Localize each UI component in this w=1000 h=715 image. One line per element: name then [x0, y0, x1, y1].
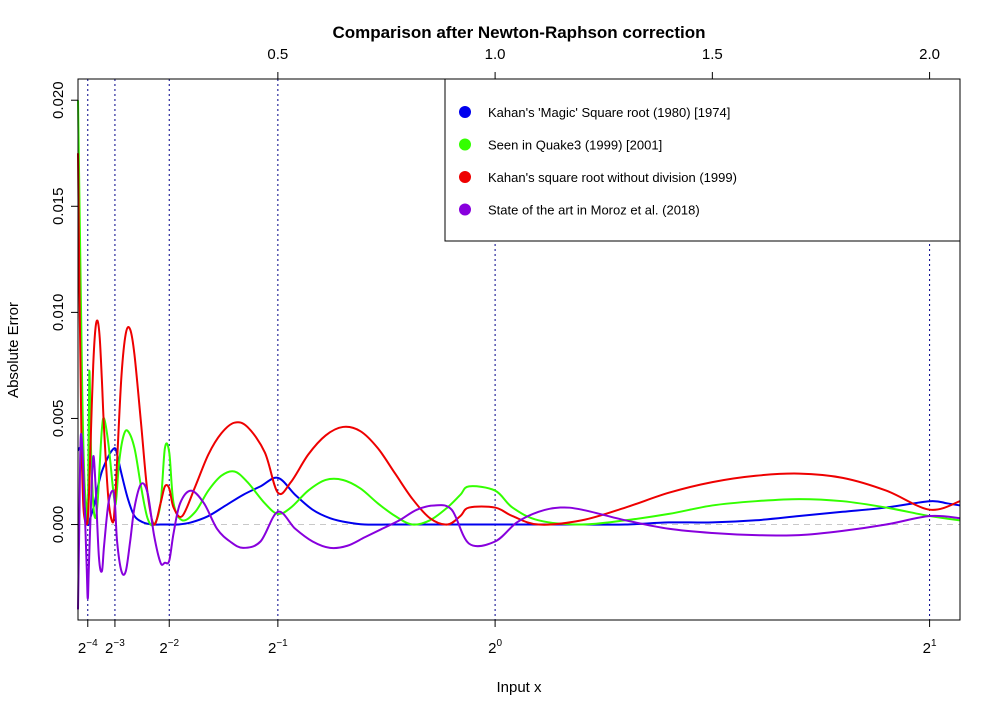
- x-bottom-tick-exp-2: −2: [168, 638, 180, 649]
- legend-label-0: Kahan's 'Magic' Square root (1980) [1974…: [488, 105, 730, 120]
- x-bottom-tick-exp-5: 1: [931, 638, 937, 649]
- x-bottom-tick-exp-0: −4: [86, 638, 98, 649]
- y-tick-label-2: 0.010: [50, 294, 67, 332]
- legend-marker-1: [459, 138, 471, 151]
- legend-box: [444, 78, 961, 242]
- legend-marker-3: [459, 203, 471, 216]
- series-line-1: [77, 100, 961, 527]
- legend-label-2: Kahan's square root without division (19…: [488, 170, 737, 185]
- x-bottom-tick-base-3: 2: [268, 640, 276, 657]
- x-bottom-tick-label-3: 2−1: [268, 638, 288, 657]
- x-axis-label: Input x: [496, 679, 542, 696]
- x-top-tick-label-2: 1.5: [702, 46, 723, 63]
- series-line-3: [77, 432, 961, 610]
- x-top-tick-label-1: 1.0: [485, 46, 506, 63]
- x-bottom-tick-exp-3: −1: [276, 638, 288, 649]
- x-bottom-tick-base-5: 2: [923, 640, 931, 657]
- x-bottom-tick-base-4: 2: [488, 640, 496, 657]
- x-axis-bottom: 2−4 2−3 2−2 2−1 20 21: [78, 620, 937, 657]
- x-bottom-tick-label-2: 2−2: [159, 638, 179, 657]
- x-bottom-tick-label-4: 20: [488, 638, 502, 657]
- y-tick-label-1: 0.005: [50, 400, 67, 438]
- x-bottom-tick-label-1: 2−3: [105, 638, 125, 657]
- x-bottom-tick-exp-1: −3: [113, 638, 125, 649]
- chart-title: Comparison after Newton-Raphson correcti…: [332, 23, 705, 42]
- legend-label-1: Seen in Quake3 (1999) [2001]: [488, 138, 662, 153]
- x-top-tick-label-0: 0.5: [267, 46, 288, 63]
- y-axis-label: Absolute Error: [5, 302, 22, 398]
- y-tick-label-3: 0.015: [50, 188, 67, 226]
- x-bottom-tick-base-1: 2: [105, 640, 113, 657]
- y-tick-label-0: 0.000: [50, 506, 67, 544]
- legend: Kahan's 'Magic' Square root (1980) [1974…: [444, 78, 961, 242]
- x-bottom-tick-label-5: 21: [923, 638, 937, 657]
- x-bottom-tick-label-0: 2−4: [78, 638, 98, 657]
- legend-label-3: State of the art in Moroz et al. (2018): [488, 203, 700, 218]
- x-bottom-tick-exp-4: 0: [496, 638, 502, 649]
- legend-marker-2: [459, 171, 471, 183]
- series-group: [77, 100, 961, 610]
- x-top-tick-label-3: 2.0: [919, 46, 940, 63]
- x-bottom-tick-base-0: 2: [78, 640, 86, 657]
- y-axis: 0.000 0.005 0.010 0.015 0.020: [50, 81, 79, 544]
- legend-marker-0: [459, 106, 471, 118]
- x-bottom-tick-base-2: 2: [159, 640, 167, 657]
- x-axis-top: 0.5 1.0 1.5 2.0: [267, 46, 940, 80]
- y-tick-label-4: 0.020: [50, 81, 67, 119]
